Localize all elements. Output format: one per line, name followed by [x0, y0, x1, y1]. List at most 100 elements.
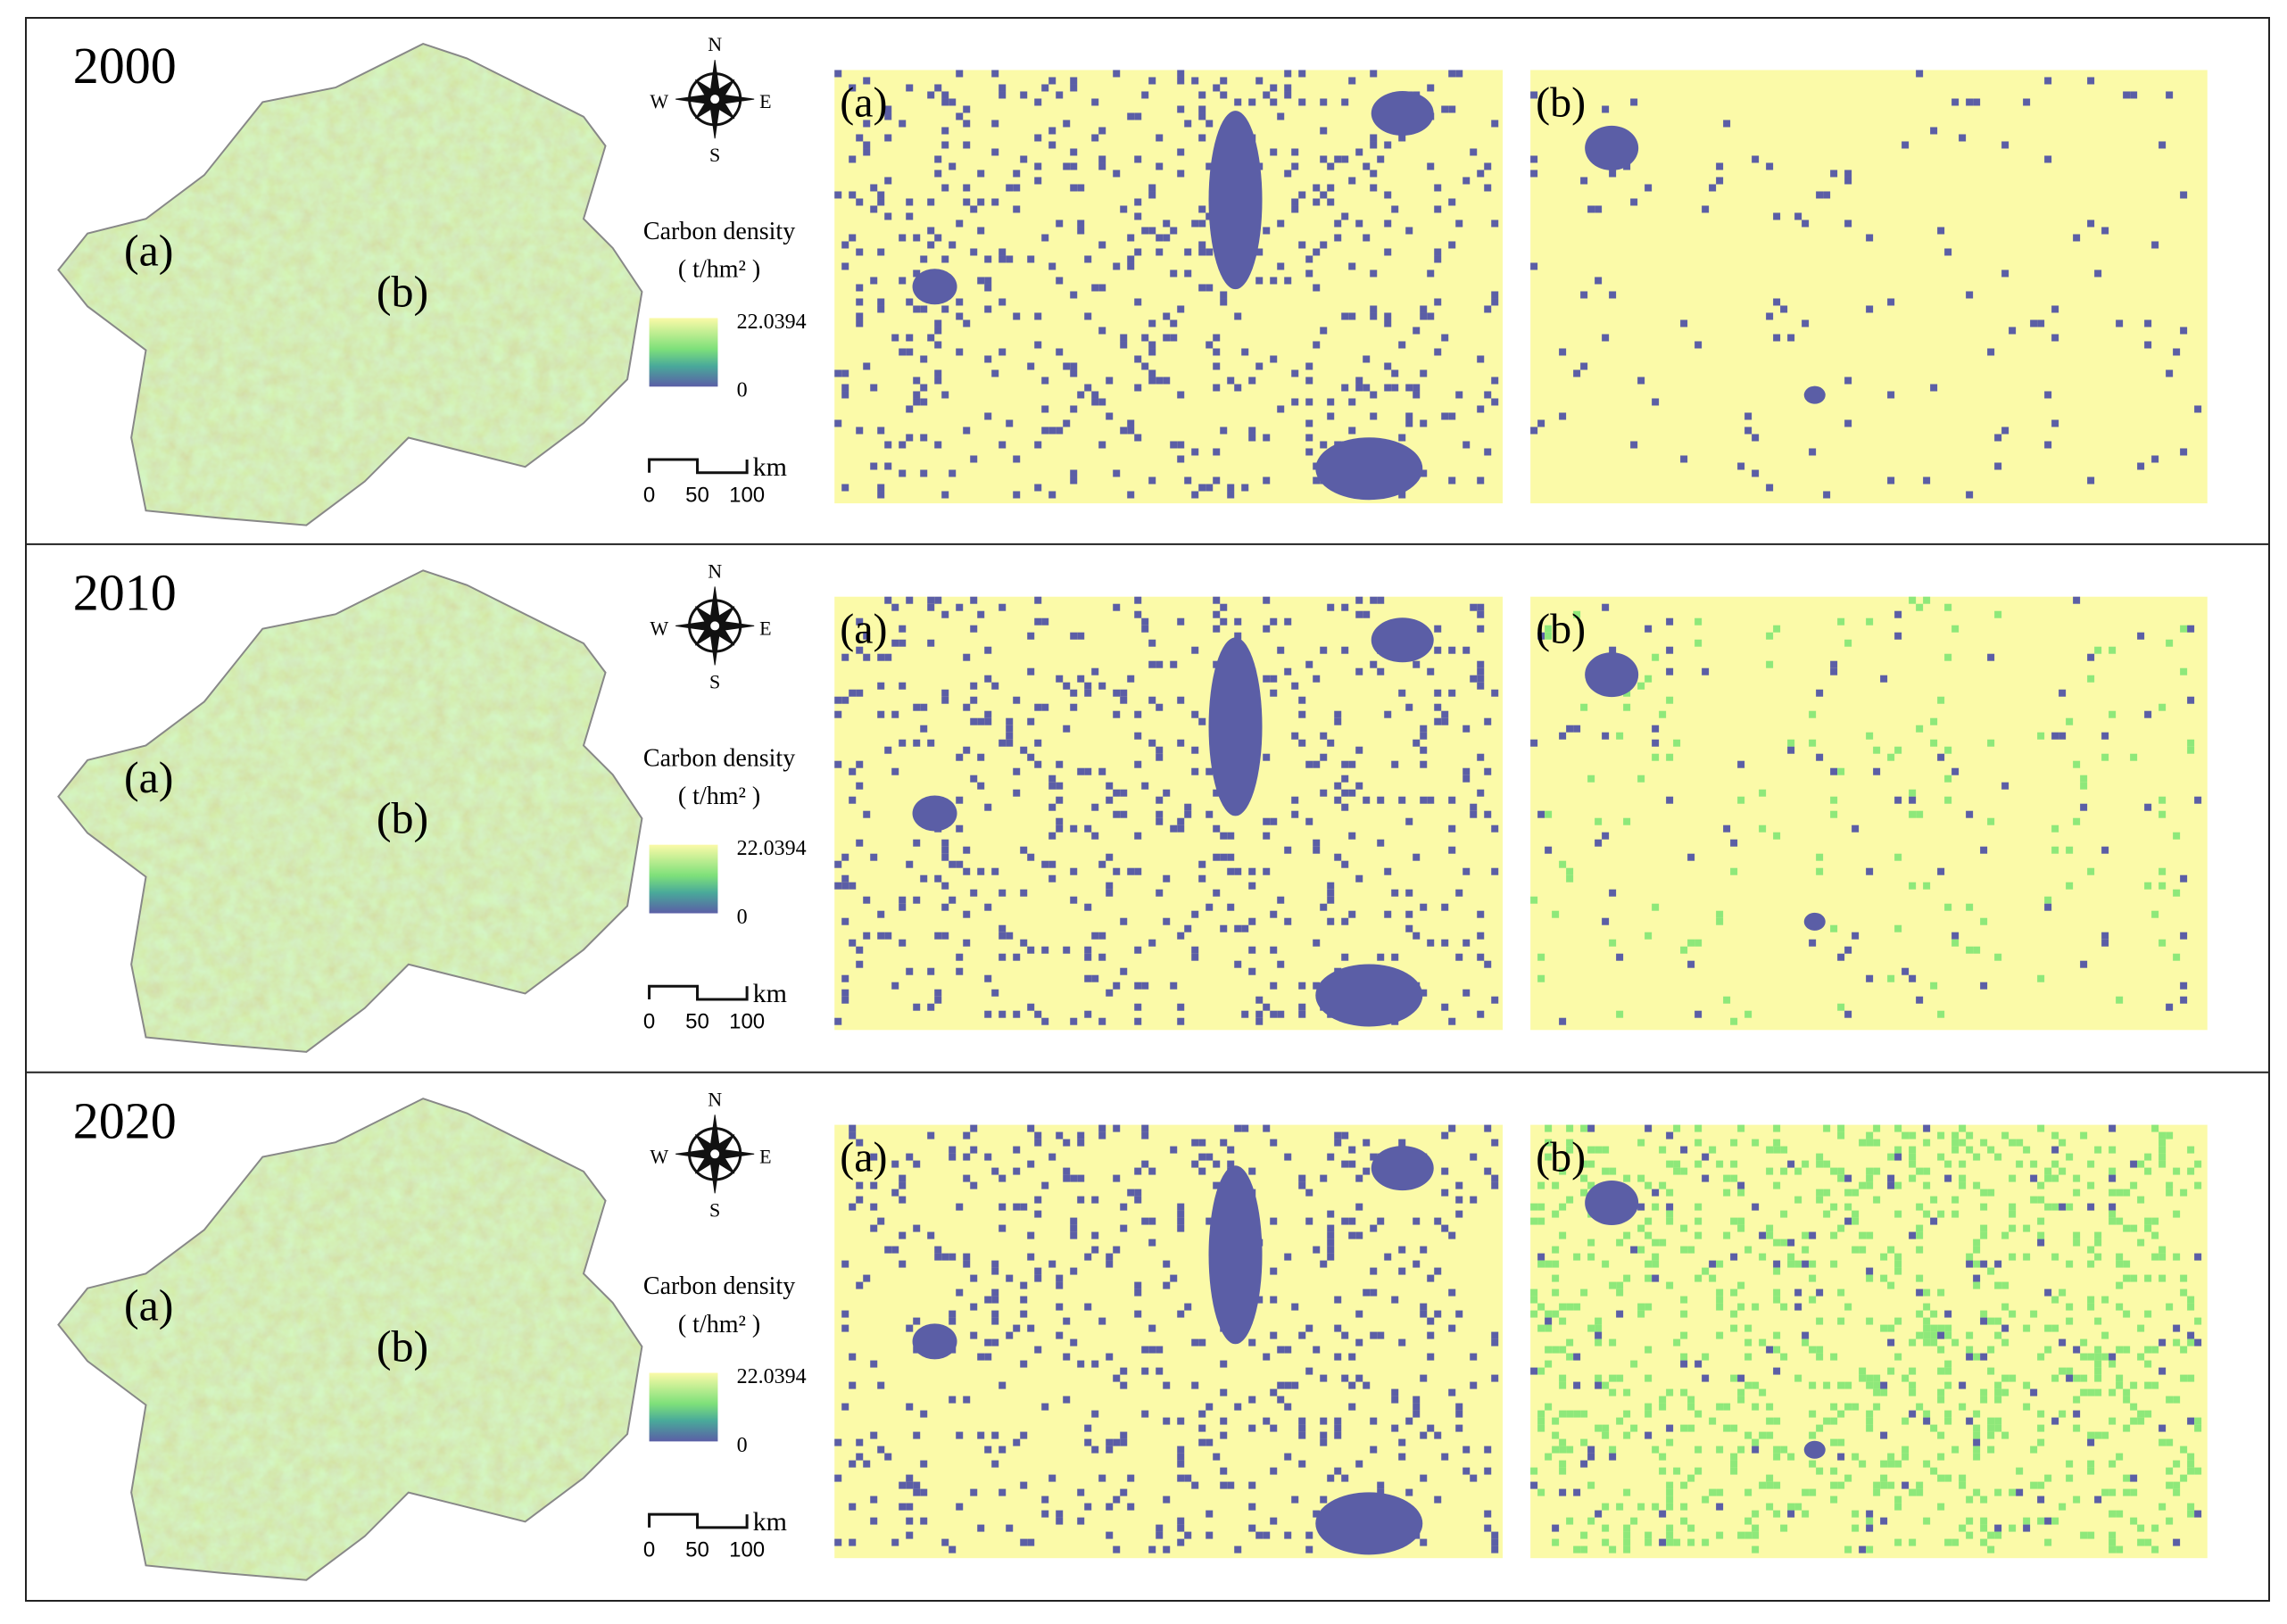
- inset-pixel: [1966, 1531, 1974, 1539]
- inset-pixel: [1327, 889, 1335, 897]
- inset-pixel: [1156, 134, 1164, 142]
- map-texture: [58, 570, 642, 1052]
- inset-pixel: [891, 603, 899, 611]
- inset-pixel: [1241, 1010, 1249, 1018]
- inset-pixel: [1730, 1217, 1738, 1225]
- inset-pixel: [1702, 1174, 1710, 1182]
- inset-pixel: [2037, 1217, 2045, 1225]
- inset-pixel: [1673, 1160, 1681, 1168]
- inset-pixel: [1809, 1296, 1817, 1304]
- inset-pixel: [1580, 1288, 1588, 1297]
- inset-pixel: [1420, 989, 1428, 997]
- inset-pixel: [1887, 391, 1895, 399]
- inset-pixel: [1866, 1181, 1874, 1189]
- inset-pixel: [913, 305, 921, 313]
- inset-pixel: [1652, 1239, 1660, 1247]
- inset-pixel: [1377, 667, 1385, 675]
- inset-pixel: [1580, 1189, 1588, 1197]
- inset-pixel: [2159, 810, 2167, 818]
- inset-pixel: [899, 903, 907, 911]
- inset-pixel: [1951, 767, 1960, 775]
- inset-pixel: [1773, 1481, 1781, 1489]
- inset-pixel: [884, 653, 892, 661]
- inset-pixel: [1420, 746, 1428, 754]
- inset-pixel: [2180, 932, 2188, 940]
- inset-pixel: [1723, 1231, 1731, 1239]
- inset-pixel: [1027, 1231, 1035, 1239]
- inset-pixel: [927, 639, 935, 647]
- inset-pixel: [1666, 646, 1674, 654]
- province-map: [57, 569, 643, 1053]
- inset-pixel: [1391, 760, 1399, 768]
- inset-pixel: [1766, 312, 1774, 320]
- inset-pixel: [1959, 1181, 1967, 1189]
- inset-pixel: [1148, 369, 1156, 377]
- inset-pixel: [1020, 846, 1028, 854]
- inset-pixel: [1880, 1381, 1888, 1389]
- inset-pixel: [1709, 1488, 1717, 1496]
- inset-pixel: [1027, 946, 1035, 954]
- inset-pixel: [1552, 1260, 1560, 1268]
- inset-pixel: [1398, 796, 1406, 804]
- inset-pixel: [2173, 1538, 2181, 1546]
- inset-pixel: [998, 739, 1007, 747]
- inset-pixel: [1284, 1253, 1292, 1261]
- inset-pixel: [920, 469, 928, 477]
- inset-pixel: [1134, 298, 1142, 306]
- inset-pixel: [1134, 596, 1142, 604]
- inset-pixel: [1923, 476, 1931, 485]
- inset-pixel: [1837, 1224, 1845, 1232]
- inset-pixel: [1213, 1181, 1221, 1189]
- inset-pixel: [1752, 1510, 1760, 1518]
- inset-pixel: [1148, 939, 1156, 947]
- inset-pixel: [920, 725, 928, 733]
- inset-pixel: [941, 491, 949, 499]
- inset-pixel: [1148, 184, 1156, 192]
- legend-colorbar: [649, 1372, 718, 1442]
- inset-pixel: [1006, 717, 1014, 725]
- inset-pixel: [1587, 1517, 1595, 1525]
- inset-pixel: [1716, 1503, 1724, 1511]
- inset-pixel: [1752, 1524, 1760, 1532]
- inset-pixel: [1098, 327, 1106, 335]
- inset-pixel: [1098, 284, 1106, 292]
- inset-pixel: [1709, 1260, 1717, 1268]
- inset-pixel: [849, 1203, 857, 1211]
- inset-pixel: [1737, 1224, 1745, 1232]
- inset-pixel: [2137, 462, 2145, 470]
- inset-pixel: [1973, 1260, 1981, 1268]
- inset-pixel: [1652, 1189, 1660, 1197]
- inset-pixel: [1902, 1453, 1910, 1461]
- inset-pixel: [1595, 1510, 1603, 1518]
- inset-pixel: [1284, 917, 1292, 925]
- inset-pixel: [2144, 319, 2152, 327]
- inset-pixel: [1844, 1174, 1852, 1182]
- inset-pixel: [1034, 617, 1042, 626]
- inset-pixel: [2151, 1231, 2159, 1239]
- inset-pixel: [998, 1010, 1007, 1018]
- inset-pixel: [1048, 1153, 1056, 1161]
- inset-pixel: [1830, 660, 1838, 668]
- inset-pixel: [1177, 1017, 1185, 1025]
- inset-pixel: [1056, 760, 1064, 768]
- inset-pixel: [1844, 1203, 1852, 1211]
- year-label: 2010: [73, 563, 177, 621]
- inset-pixel: [1744, 1381, 1753, 1389]
- inset-pixel: [2051, 305, 2059, 313]
- inset-pixel: [1470, 1196, 1478, 1204]
- inset-pixel: [884, 596, 892, 604]
- inset-pixel: [2094, 1431, 2102, 1439]
- inset-pixel: [934, 441, 942, 449]
- inset-pixel: [1141, 1131, 1149, 1139]
- inset-pixel: [906, 1153, 914, 1161]
- inset-pixel: [1384, 248, 1392, 256]
- inset-pixel: [1134, 355, 1142, 363]
- inset-pixel: [956, 1503, 964, 1511]
- inset-pixel: [1370, 1446, 1378, 1454]
- inset-pixel: [1477, 355, 1485, 363]
- inset-pixel: [1277, 112, 1285, 120]
- inset-pixel: [1595, 817, 1603, 825]
- inset-pixel: [1780, 1446, 1788, 1454]
- inset-pixel: [2116, 1346, 2124, 1354]
- inset-pixel: [2180, 996, 2188, 1004]
